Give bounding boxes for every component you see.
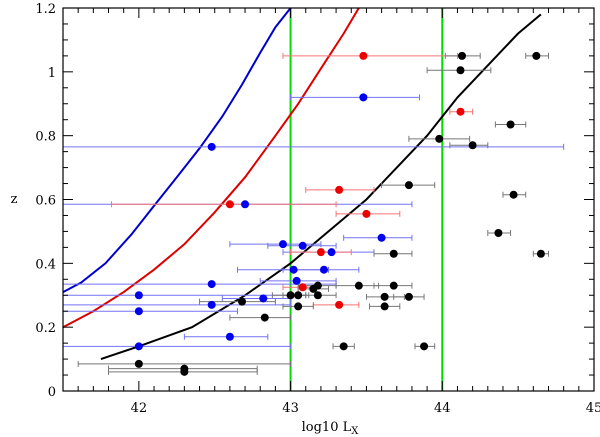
point-red-6 <box>298 283 307 292</box>
point-black-22 <box>380 302 389 311</box>
point-black-5 <box>468 141 477 150</box>
point-black-21 <box>294 302 303 311</box>
point-black-0 <box>458 51 467 60</box>
errorbar-black-26 <box>77 360 292 367</box>
point-blue-14 <box>134 307 143 316</box>
point-blue-2 <box>241 200 250 209</box>
point-blue-5 <box>327 248 336 257</box>
point-blue-11 <box>134 291 143 300</box>
point-blue-6 <box>377 233 386 242</box>
point-blue-9 <box>292 276 301 285</box>
point-blue-16 <box>134 342 143 351</box>
errorbar-blue-1 <box>290 94 421 101</box>
data-points <box>134 51 545 376</box>
point-red-1 <box>456 107 465 116</box>
x-axis-label: log10 LX <box>302 420 360 437</box>
point-blue-10 <box>207 280 216 289</box>
plot-frame <box>62 7 595 392</box>
point-red-7 <box>335 300 344 309</box>
errorbar-blue-0 <box>63 143 565 150</box>
errorbar-red-3 <box>111 201 337 208</box>
point-black-4 <box>435 134 444 143</box>
x-tick-label: 45 <box>586 401 600 416</box>
x-tick-label: 44 <box>434 401 451 416</box>
point-black-28 <box>180 367 189 376</box>
point-blue-12 <box>259 294 268 303</box>
point-black-8 <box>494 229 503 238</box>
point-black-15 <box>286 291 295 300</box>
point-black-7 <box>509 190 518 199</box>
errorbar-blue-14 <box>63 308 238 315</box>
point-black-6 <box>404 181 413 190</box>
errorbar-blue-3 <box>229 241 322 248</box>
point-black-20 <box>294 291 303 300</box>
x-axis-label-main: log10 L <box>302 420 352 435</box>
y-tick-label: 1 <box>48 66 56 81</box>
point-black-1 <box>532 51 541 60</box>
x-tick-label: 43 <box>282 401 299 416</box>
tick-labels: 42 43 44 45 0 0.2 0.4 0.6 0.8 1 1.2 <box>35 2 600 416</box>
point-black-19 <box>238 297 247 306</box>
y-tick-label: 1.2 <box>35 2 56 17</box>
point-red-5 <box>316 248 325 257</box>
point-blue-0 <box>207 142 216 151</box>
point-red-0 <box>359 51 368 60</box>
y-tick-label: 0 <box>48 385 56 400</box>
point-black-16 <box>313 291 322 300</box>
point-red-4 <box>362 209 371 218</box>
point-black-26 <box>134 359 143 368</box>
point-black-23 <box>260 313 269 322</box>
errorbar-black-23 <box>229 314 292 321</box>
point-black-25 <box>420 342 429 351</box>
point-black-17 <box>380 292 389 301</box>
y-axis-label: z <box>11 192 18 207</box>
y-tick-label: 0.4 <box>35 257 56 272</box>
point-blue-15 <box>225 332 234 341</box>
curve-limit-blue <box>63 8 292 293</box>
y-tick-label: 0.6 <box>35 194 56 209</box>
point-black-10 <box>536 249 545 258</box>
point-blue-3 <box>278 240 287 249</box>
x-tick-label: 42 <box>131 401 148 416</box>
point-blue-1 <box>359 93 368 102</box>
point-black-18 <box>404 292 413 301</box>
point-black-2 <box>456 66 465 75</box>
point-red-3 <box>225 200 234 209</box>
point-blue-7 <box>289 265 298 274</box>
errorbar-red-0 <box>282 52 458 59</box>
point-black-14 <box>389 281 398 290</box>
point-blue-8 <box>319 265 328 274</box>
errorbar-blue-12 <box>221 295 292 302</box>
point-blue-13 <box>207 300 216 309</box>
error-bars <box>63 52 565 375</box>
axis-ticks <box>62 7 595 392</box>
point-red-2 <box>335 185 344 194</box>
point-black-24 <box>339 342 348 351</box>
y-tick-label: 0.2 <box>35 321 56 336</box>
point-black-12 <box>313 281 322 290</box>
point-black-13 <box>354 281 363 290</box>
x-axis-label-subscript: X <box>351 426 359 437</box>
curve-limit-black <box>100 13 542 361</box>
errorbar-blue-11 <box>63 292 307 299</box>
errorbar-blue-13 <box>63 301 292 308</box>
y-tick-label: 0.8 <box>35 130 56 145</box>
point-black-3 <box>506 120 515 129</box>
point-blue-4 <box>298 241 307 250</box>
threshold-lines <box>289 8 444 391</box>
errorbar-blue-16 <box>63 343 292 350</box>
point-black-9 <box>389 249 398 258</box>
